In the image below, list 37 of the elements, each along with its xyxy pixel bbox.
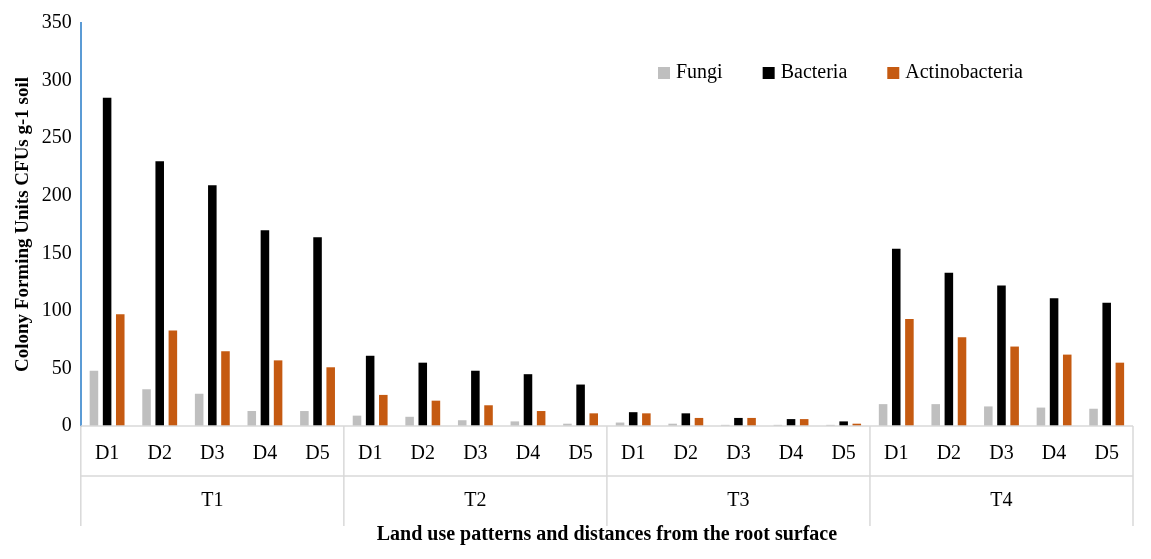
x-tick-label: D5 — [568, 441, 593, 464]
y-tick-label: 150 — [41, 240, 72, 263]
text: T4 — [990, 488, 1013, 511]
legend-label: Bacteria — [780, 60, 848, 83]
y-tick-label: 250 — [41, 125, 72, 148]
x-tick-label: D1 — [94, 441, 120, 464]
x-tick-label: D4 — [515, 441, 541, 464]
y-axis-title: Colony Forming Units CFUs g-1 soil — [11, 76, 33, 373]
x-tick-label: D2 — [673, 441, 699, 464]
x-tick-label: D5 — [305, 441, 330, 464]
x-tick-label: D4 — [1041, 441, 1067, 464]
legend-label: Fungi — [675, 60, 724, 84]
y-tick-label: 300 — [41, 67, 72, 90]
x-tick-label: D2 — [410, 441, 435, 464]
text: T2 — [464, 488, 487, 511]
x-tick-label: D3 — [463, 441, 488, 464]
y-tick-label: 0 — [61, 413, 72, 436]
x-tick-label: D4 — [252, 441, 278, 464]
y-tick-label: 50 — [51, 355, 72, 378]
x-tick-label: D5 — [831, 441, 856, 464]
x-tick-label: D1 — [357, 441, 383, 464]
x-tick-label: D2 — [936, 441, 962, 464]
x-tick-label: D3 — [726, 441, 751, 464]
text: T1 — [201, 488, 224, 511]
y-tick-label: 350 — [41, 10, 72, 33]
x-axis-title: Land use patterns and distances from the root surface — [376, 522, 838, 546]
text: T3 — [727, 488, 750, 511]
x-tick-label: D2 — [147, 441, 172, 464]
legend-label: Actinobacteria — [905, 60, 1024, 83]
y-tick-label: 100 — [41, 298, 72, 321]
y-tick-label: 200 — [41, 182, 72, 205]
x-tick-label: D4 — [778, 441, 804, 464]
x-tick-label: D1 — [884, 441, 909, 464]
x-tick-label: D3 — [200, 441, 225, 464]
x-tick-label: D5 — [1094, 441, 1119, 464]
x-tick-label: D1 — [620, 441, 646, 464]
x-tick-label: D3 — [989, 441, 1014, 464]
